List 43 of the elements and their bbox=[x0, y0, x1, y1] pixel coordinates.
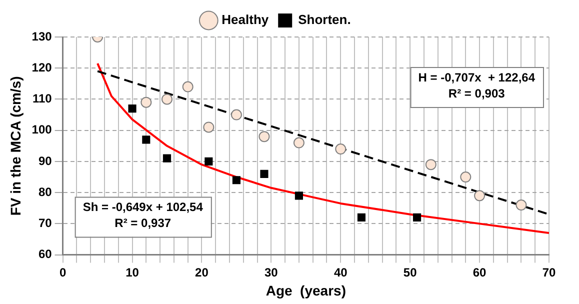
y-tick-label: 70 bbox=[38, 216, 52, 230]
point bbox=[140, 96, 152, 108]
x-tick-label: 60 bbox=[472, 265, 487, 280]
point bbox=[162, 154, 172, 162]
legend-label: Shorten. bbox=[298, 12, 351, 28]
point bbox=[204, 157, 213, 166]
y-tick-label: 60 bbox=[38, 247, 52, 262]
y-tick-label: 90 bbox=[38, 154, 52, 168]
legend-label: Healthy bbox=[222, 12, 270, 28]
annotation: H = -0,707x + 122,64 R² = 0,903 bbox=[418, 70, 536, 100]
y-tick-label: 120 bbox=[32, 60, 52, 74]
point bbox=[474, 190, 486, 202]
point bbox=[260, 170, 268, 178]
annotation: Sh = -0,649x + 102,54 R² = 0,937 bbox=[82, 200, 204, 230]
point bbox=[516, 200, 527, 211]
point bbox=[294, 192, 303, 200]
x-tick-label: 70 bbox=[542, 265, 556, 280]
point bbox=[425, 159, 436, 170]
point bbox=[258, 131, 270, 142]
point bbox=[335, 144, 346, 155]
point bbox=[128, 104, 136, 113]
x-tick-label: 50 bbox=[403, 265, 418, 280]
point bbox=[142, 136, 150, 144]
y-axis-title: FV in the MCA (cm/s) bbox=[7, 76, 24, 216]
y-tick-label: 100 bbox=[32, 122, 52, 137]
point bbox=[162, 94, 173, 105]
point bbox=[293, 137, 304, 148]
point bbox=[230, 109, 242, 120]
x-axis-title: Age (years) bbox=[266, 282, 346, 298]
point bbox=[460, 172, 472, 183]
x-tick-label: 0 bbox=[59, 265, 66, 280]
y-tick-label: 130 bbox=[32, 29, 52, 44]
x-tick-label: 20 bbox=[195, 265, 209, 280]
x-tick-label: 30 bbox=[264, 265, 278, 280]
point bbox=[413, 213, 422, 222]
point bbox=[357, 213, 366, 222]
x-tick-label: 10 bbox=[126, 265, 140, 280]
point bbox=[203, 122, 214, 133]
y-tick-label: 80 bbox=[38, 184, 52, 199]
point bbox=[232, 176, 240, 184]
x-tick-label: 40 bbox=[334, 265, 348, 280]
point bbox=[182, 81, 194, 92]
y-tick-label: 110 bbox=[32, 92, 52, 106]
